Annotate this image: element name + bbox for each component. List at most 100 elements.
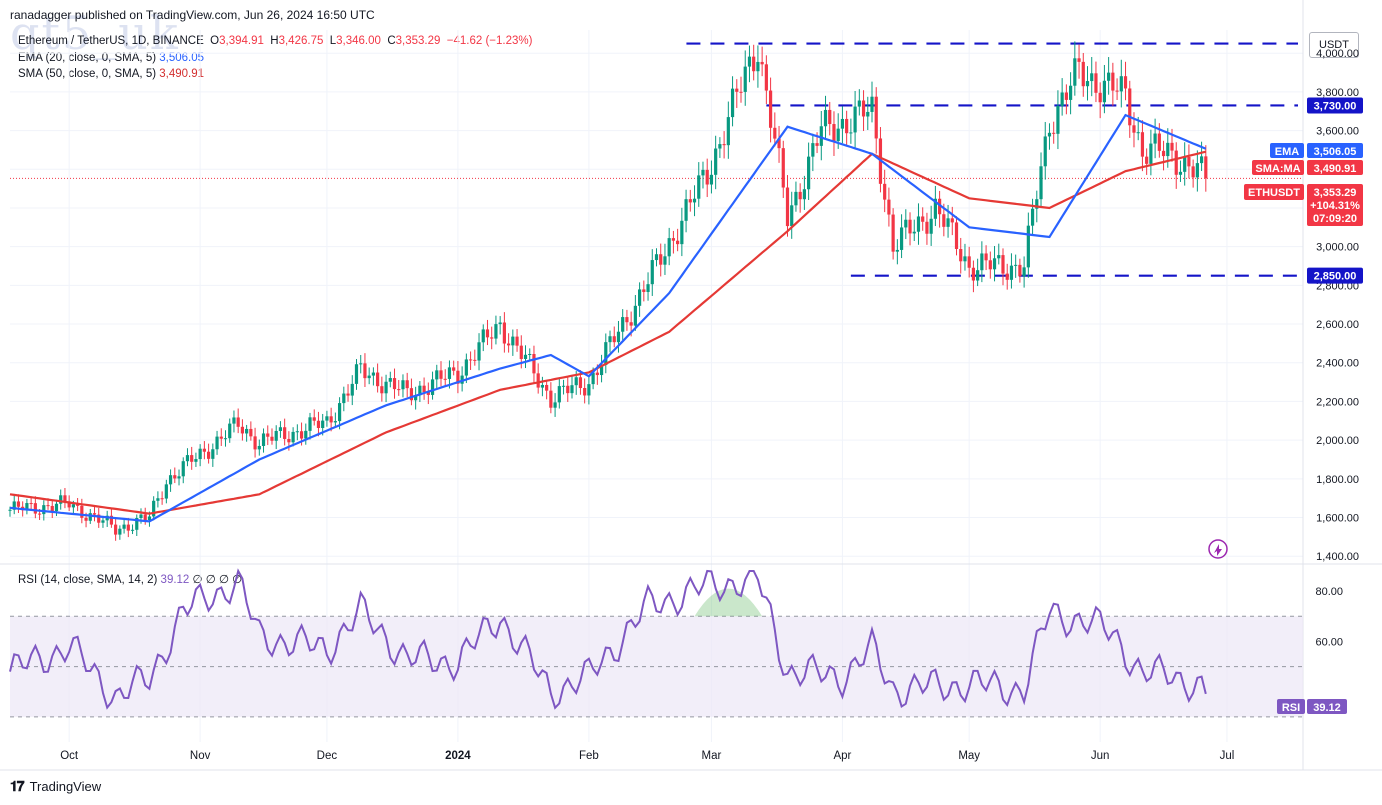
replay-icon[interactable] xyxy=(1208,539,1228,559)
candle-body xyxy=(612,336,616,343)
candle-body xyxy=(1199,156,1204,164)
currency-selector[interactable]: USDT xyxy=(1309,32,1359,58)
time-tick-label: Nov xyxy=(190,750,211,762)
candle-body xyxy=(274,430,278,441)
candle xyxy=(684,189,688,233)
candle xyxy=(502,312,506,353)
candle-body xyxy=(392,378,397,390)
candle xyxy=(667,227,671,266)
candle-body xyxy=(942,214,946,227)
candle xyxy=(490,326,494,350)
candle-body xyxy=(921,216,925,222)
candle-body xyxy=(1183,156,1187,172)
candle-body xyxy=(853,106,857,133)
candle-body xyxy=(1107,72,1111,81)
candle xyxy=(1014,254,1018,278)
candle xyxy=(257,439,261,456)
candle-body xyxy=(84,517,88,521)
candle xyxy=(342,386,346,412)
candle-body xyxy=(971,267,976,281)
time-tick-label: Jul xyxy=(1220,750,1235,762)
candle xyxy=(921,207,925,231)
candle-body xyxy=(507,343,511,346)
ohlc-low: 3,346.00 xyxy=(336,35,381,47)
ema-name-tag-text: EMA xyxy=(1275,146,1300,158)
candle xyxy=(764,55,768,105)
candle xyxy=(92,506,97,522)
candle-body xyxy=(1178,171,1183,175)
candle-body xyxy=(380,386,384,394)
candle xyxy=(270,428,274,445)
candle xyxy=(156,491,160,508)
candle-body xyxy=(1170,142,1174,151)
candle-body xyxy=(1022,267,1026,277)
candle xyxy=(832,111,836,156)
candle xyxy=(1056,90,1060,150)
candle xyxy=(663,243,667,275)
symbol-legend[interactable]: Ethereum / TetherUS, 1D, BINANCE O3,394.… xyxy=(18,35,532,47)
sma-value-tag: 3,490.91 xyxy=(1307,160,1363,175)
tradingview-logo[interactable]: 𝟏𝟕 TradingView xyxy=(10,778,101,795)
candle-body xyxy=(570,385,574,394)
candle xyxy=(752,44,756,81)
candle-body xyxy=(621,317,625,332)
candle xyxy=(223,430,228,447)
tradingview-brand: TradingView xyxy=(29,779,102,794)
candle xyxy=(54,499,59,517)
candle xyxy=(359,354,363,374)
candle xyxy=(1153,118,1157,159)
candle xyxy=(228,418,232,443)
candle-body xyxy=(118,528,122,535)
candle-body xyxy=(654,254,659,261)
price-tick-label: 1,600.00 xyxy=(1316,513,1359,525)
candle xyxy=(29,496,33,511)
candle xyxy=(604,333,608,374)
candle xyxy=(1123,61,1128,101)
candle-body xyxy=(88,513,92,521)
candle xyxy=(439,361,443,387)
ohlc-l-label: L xyxy=(329,35,337,47)
rsi-legend[interactable]: RSI (14, close, SMA, 14, 2) 39.12 ∅ ∅ ∅ … xyxy=(18,572,242,586)
rsi-value-tag-bg xyxy=(1307,699,1347,714)
candle xyxy=(1183,142,1187,186)
candle-body xyxy=(794,191,798,206)
candle xyxy=(177,469,181,486)
candle-body xyxy=(916,216,921,232)
time-tick-label: Mar xyxy=(702,750,722,762)
ema-name-tag-bg xyxy=(1270,143,1304,158)
candle xyxy=(743,50,747,106)
sma-50-line xyxy=(9,150,1207,515)
candle-body xyxy=(549,390,553,408)
candle xyxy=(130,524,135,535)
sma-legend-label: SMA (50, close, 0, SMA, 5) xyxy=(18,68,157,80)
candle xyxy=(676,228,680,252)
candle xyxy=(101,516,105,528)
candle-body xyxy=(857,100,861,107)
candle-body xyxy=(752,56,756,72)
candle xyxy=(988,251,992,279)
candle-body xyxy=(97,514,101,523)
candle xyxy=(464,353,468,384)
rsi-tick-label: 60.00 xyxy=(1315,636,1343,648)
last-price-tag-bg xyxy=(1307,184,1363,226)
candle-body xyxy=(490,337,494,339)
last-price-tag-text: 3,353.29 xyxy=(1314,187,1357,199)
candle-body xyxy=(768,90,773,128)
candle xyxy=(392,368,397,399)
candle xyxy=(481,324,485,352)
candle-body xyxy=(1073,58,1077,86)
rsi-line xyxy=(9,568,1207,710)
price-tick-label: 2,600.00 xyxy=(1316,319,1359,331)
candle-body xyxy=(401,380,405,390)
candle-body xyxy=(515,336,519,346)
ema-legend[interactable]: EMA (20, close, 0, SMA, 5) 3,506.05 xyxy=(18,52,204,64)
time-tick-label: Feb xyxy=(579,750,599,762)
candle xyxy=(515,329,519,352)
candle-body xyxy=(777,138,781,149)
sma-legend[interactable]: SMA (50, close, 0, SMA, 5) 3,490.91 xyxy=(18,68,204,80)
candle xyxy=(929,205,933,246)
candle-body xyxy=(219,436,223,439)
candle xyxy=(266,425,270,446)
candle-body xyxy=(566,385,570,394)
